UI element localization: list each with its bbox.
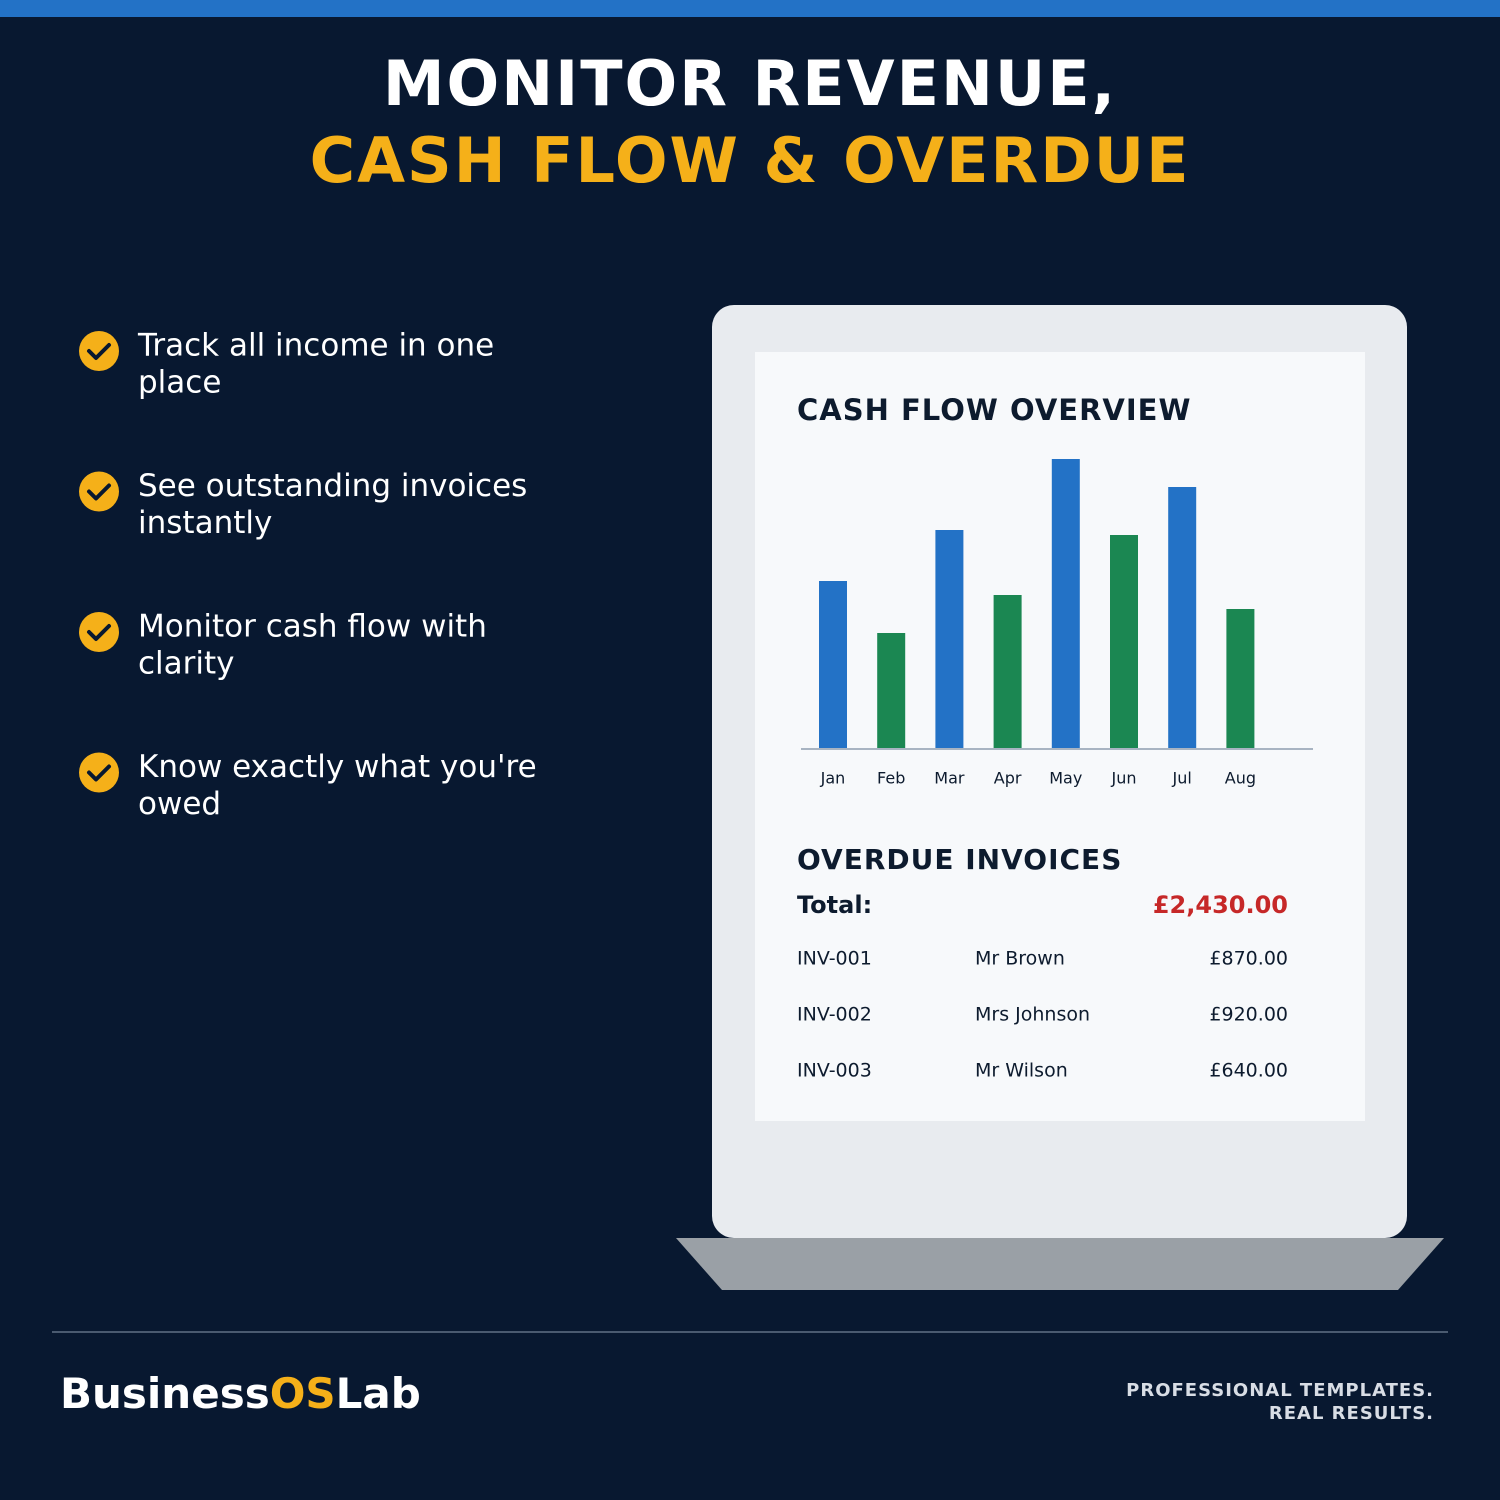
bar bbox=[993, 595, 1022, 749]
x-tick-label: Apr bbox=[994, 769, 1022, 788]
headline-accent: CASH FLOW & OVERDUE bbox=[310, 124, 1191, 197]
invoice-table: INV-001 Mr Brown £870.00 INV-002 Mrs Johnson… bbox=[797, 948, 1288, 1082]
total-label: Total: bbox=[797, 891, 872, 919]
check-icon bbox=[79, 331, 119, 371]
check-mark bbox=[87, 764, 111, 782]
bar bbox=[1226, 609, 1255, 749]
brand-part: Business bbox=[60, 1369, 270, 1418]
device-stand bbox=[676, 1238, 1444, 1290]
invoice-client: Mr Brown bbox=[975, 948, 1065, 970]
brand: BusinessOSLab bbox=[60, 1369, 421, 1418]
x-tick-label: Jan bbox=[820, 769, 846, 788]
x-tick-label: Feb bbox=[877, 769, 905, 788]
chart-title: CASH FLOW OVERVIEW bbox=[797, 393, 1191, 427]
x-tick-label: May bbox=[1049, 769, 1082, 788]
brand-part: Lab bbox=[336, 1369, 421, 1418]
invoice-id: INV-001 bbox=[797, 948, 872, 970]
tagline: PROFESSIONAL TEMPLATES. bbox=[1126, 1380, 1434, 1401]
total-value: £2,430.00 bbox=[1153, 891, 1288, 919]
check-icon bbox=[79, 752, 119, 793]
headline: MONITOR REVENUE, bbox=[383, 47, 1117, 120]
feature-text: Know exactly what you're bbox=[138, 749, 537, 785]
feature-text: clarity bbox=[138, 646, 235, 682]
x-tick-label: Mar bbox=[934, 769, 965, 788]
top-bar bbox=[0, 0, 1500, 17]
bar bbox=[1051, 459, 1080, 749]
overdue-title: OVERDUE INVOICES bbox=[797, 843, 1122, 876]
feature-text: Track all income in one bbox=[137, 328, 494, 364]
invoice-amount: £920.00 bbox=[1209, 1004, 1288, 1026]
invoice-amount: £870.00 bbox=[1209, 948, 1288, 970]
feature-text: See outstanding invoices bbox=[138, 468, 527, 504]
brand-part: OS bbox=[270, 1369, 336, 1418]
invoice-client: Mrs Johnson bbox=[975, 1004, 1090, 1026]
invoice-id: INV-003 bbox=[797, 1060, 872, 1082]
x-tick-label: Jul bbox=[1172, 769, 1192, 788]
invoice-id: INV-002 bbox=[797, 1004, 872, 1026]
check-mark bbox=[87, 624, 111, 641]
check-icon bbox=[79, 612, 119, 652]
bar bbox=[1168, 487, 1197, 749]
check-mark bbox=[87, 343, 111, 360]
x-tick-label: Aug bbox=[1225, 769, 1256, 788]
bar-chart: Jan Feb Mar Apr May Jun Jul Aug bbox=[801, 459, 1313, 788]
tagline: REAL RESULTS. bbox=[1269, 1403, 1434, 1424]
check-icon bbox=[79, 471, 119, 512]
invoice-client: Mr Wilson bbox=[975, 1060, 1068, 1082]
x-tick-label: Jun bbox=[1111, 769, 1137, 788]
bar bbox=[877, 633, 906, 749]
feature-text: instantly bbox=[138, 505, 272, 541]
bar bbox=[819, 581, 847, 749]
feature-text: place bbox=[138, 365, 221, 401]
bar bbox=[935, 530, 964, 749]
feature-text: owed bbox=[138, 786, 221, 822]
bar bbox=[1110, 535, 1138, 749]
feature-text: Monitor cash flow with bbox=[138, 609, 487, 645]
invoice-amount: £640.00 bbox=[1209, 1060, 1288, 1082]
check-mark bbox=[87, 483, 111, 501]
